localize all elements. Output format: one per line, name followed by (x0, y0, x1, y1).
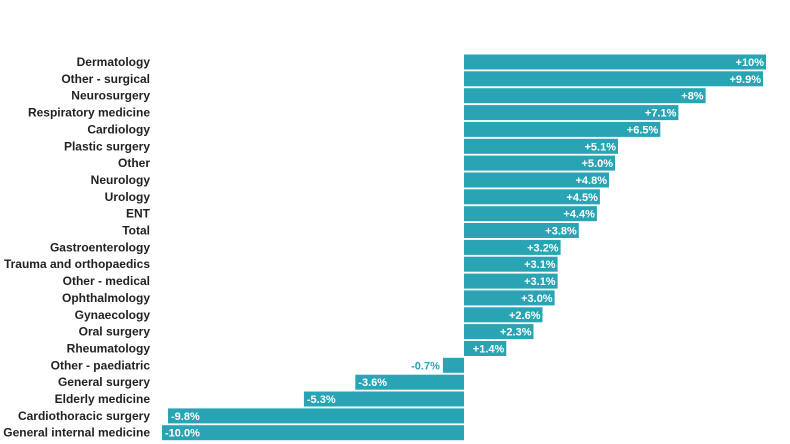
bar-total (464, 223, 579, 238)
data-label-cardiology: +6.5% (627, 124, 659, 136)
data-label-other: +5.0% (582, 158, 614, 170)
bar-cardiothoracic-surgery (168, 408, 464, 424)
data-label-respiratory-medicine: +7.1% (645, 108, 677, 120)
data-label-dermatology: +10% (736, 57, 765, 69)
data-labels-group: +10% +9.9% +8% +7.1% +6.5% +5.1% +5.0% +4.8% +4.… (165, 57, 764, 440)
bar-general-surgery (355, 374, 464, 390)
category-label-oral-surgery: Oral surgery (79, 325, 151, 339)
bar-neurosurgery (464, 88, 706, 104)
data-label-gastroenterology: +3.2% (527, 242, 559, 254)
category-label-general-internal-medicine: General internal medicine (3, 426, 150, 440)
category-label-rheumatology: Rheumatology (67, 342, 151, 356)
bar-cardiology (464, 121, 661, 137)
data-label-trauma-and-orthopaedics: +3.1% (524, 259, 556, 271)
category-label-gastroenterology: Gastroenterology (50, 240, 150, 254)
category-label-dermatology: Dermatology (77, 55, 151, 69)
category-label-cardiothoracic-surgery: Cardiothoracic surgery (18, 409, 150, 423)
bar-elderly-medicine (303, 391, 464, 407)
bar-gastroenterology (464, 239, 561, 255)
category-label-total: Total (122, 224, 150, 238)
bar-ent (464, 206, 597, 222)
bar-ophthalmology (464, 290, 555, 306)
bar-oral-surgery (464, 324, 534, 340)
bar-other-medical (464, 273, 558, 289)
bar-dermatology (464, 54, 766, 70)
category-label-general-surgery: General surgery (58, 375, 150, 389)
category-label-neurosurgery: Neurosurgery (71, 89, 150, 103)
data-label-other-paediatric: -0.7% (411, 360, 440, 372)
category-label-urology: Urology (105, 190, 151, 204)
bar-respiratory-medicine (464, 105, 679, 121)
data-label-neurology: +4.8% (576, 175, 608, 187)
category-label-trauma-and-orthopaedics: Trauma and orthopaedics (4, 257, 150, 271)
bar-other-surgical (464, 71, 763, 87)
data-label-cardiothoracic-surgery: -9.8% (171, 411, 200, 423)
category-label-other: Other (118, 156, 150, 170)
category-label-other-medical: Other - medical (63, 274, 150, 288)
data-label-neurosurgery: +8% (681, 91, 704, 103)
bar-plastic-surgery (464, 138, 618, 154)
bars-group (162, 54, 766, 441)
category-label-plastic-surgery: Plastic surgery (64, 139, 150, 153)
category-label-gynaecology: Gynaecology (75, 308, 151, 322)
bar-other (464, 155, 615, 171)
data-label-urology: +4.5% (566, 192, 598, 204)
data-label-ophthalmology: +3.0% (521, 293, 553, 305)
category-label-ophthalmology: Ophthalmology (62, 291, 150, 305)
bar-gynaecology (464, 307, 543, 323)
category-labels-group: Dermatology Other - surgical Neurosurgery R… (3, 55, 150, 440)
bar-other-paediatric (442, 357, 464, 373)
category-label-ent: ENT (126, 207, 151, 221)
category-label-cardiology: Cardiology (87, 122, 150, 136)
data-label-general-surgery: -3.6% (358, 377, 387, 389)
category-label-neurology: Neurology (91, 173, 151, 187)
category-label-respiratory-medicine: Respiratory medicine (28, 106, 150, 120)
bar-urology (464, 189, 600, 205)
bar-general-internal-medicine (162, 425, 464, 441)
bar-neurology (464, 172, 609, 188)
data-label-rheumatology: +1.4% (473, 344, 505, 356)
data-label-ent: +4.4% (563, 209, 595, 221)
category-label-elderly-medicine: Elderly medicine (55, 392, 151, 406)
bar-trauma-and-orthopaedics (464, 256, 558, 272)
data-label-plastic-surgery: +5.1% (585, 141, 617, 153)
category-label-other-surgical: Other - surgical (61, 72, 150, 86)
data-label-elderly-medicine: -5.3% (307, 394, 336, 406)
data-label-oral-surgery: +2.3% (500, 327, 532, 339)
data-label-general-internal-medicine: -10.0% (165, 428, 200, 440)
data-label-total: +3.8% (545, 226, 577, 238)
data-label-other-medical: +3.1% (524, 276, 556, 288)
data-label-other-surgical: +9.9% (730, 74, 762, 86)
category-label-other-paediatric: Other - paediatric (51, 358, 151, 372)
data-label-gynaecology: +2.6% (509, 310, 541, 322)
bar-rheumatology (464, 341, 507, 356)
